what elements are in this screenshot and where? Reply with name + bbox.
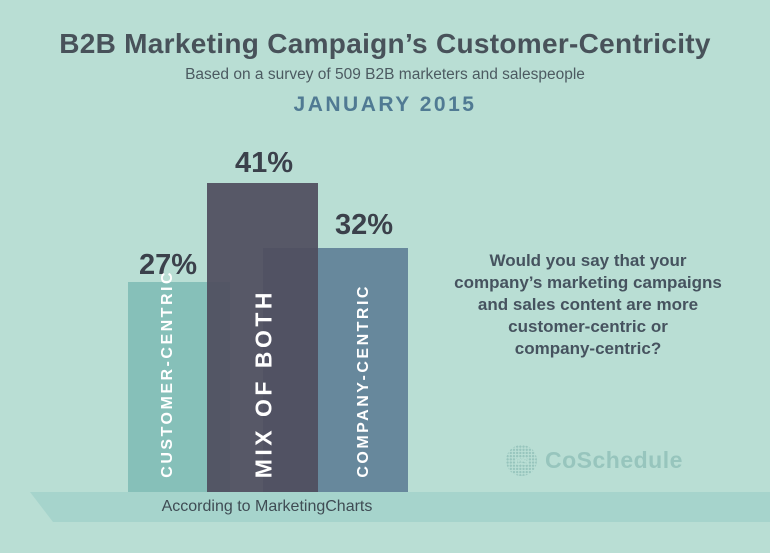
coschedule-wordmark: CoSchedule: [545, 447, 683, 473]
source-attribution: According to MarketingCharts: [161, 498, 373, 515]
page-subtitle: Based on a survey of 509 B2B marketers a…: [185, 66, 585, 83]
survey-question: Would you say that your company’s market…: [440, 250, 736, 360]
bar-label-customer-centric: CUSTOMER-CENTRIC: [159, 270, 176, 478]
page-title: B2B Marketing Campaign’s Customer-Centri…: [59, 28, 711, 59]
survey-question-line: company’s marketing campaigns: [454, 273, 722, 292]
value-label-company-centric: 32%: [334, 209, 394, 241]
survey-question-line: and sales content are more: [477, 295, 699, 314]
value-label-mix-of-both: 41%: [234, 147, 294, 179]
bar-mix-of-both: [207, 183, 318, 492]
coschedule-logo-icon-text: cs: [514, 453, 529, 468]
bar-label-company-centric: COMPANY-CENTRIC: [355, 284, 372, 478]
survey-question-line: customer-centric or: [508, 317, 668, 336]
date-label: JANUARY 2015: [293, 93, 477, 116]
survey-question-line: company-centric?: [514, 339, 662, 358]
coschedule-logo-icon: cs: [506, 445, 537, 476]
coschedule-logo: cs CoSchedule: [506, 445, 683, 476]
bar-label-mix-of-both: MIX OF BOTH: [250, 288, 277, 478]
value-label-customer-centric: 27%: [138, 249, 198, 281]
baseline-strip: [30, 492, 770, 522]
survey-question-line: Would you say that your: [489, 251, 687, 270]
